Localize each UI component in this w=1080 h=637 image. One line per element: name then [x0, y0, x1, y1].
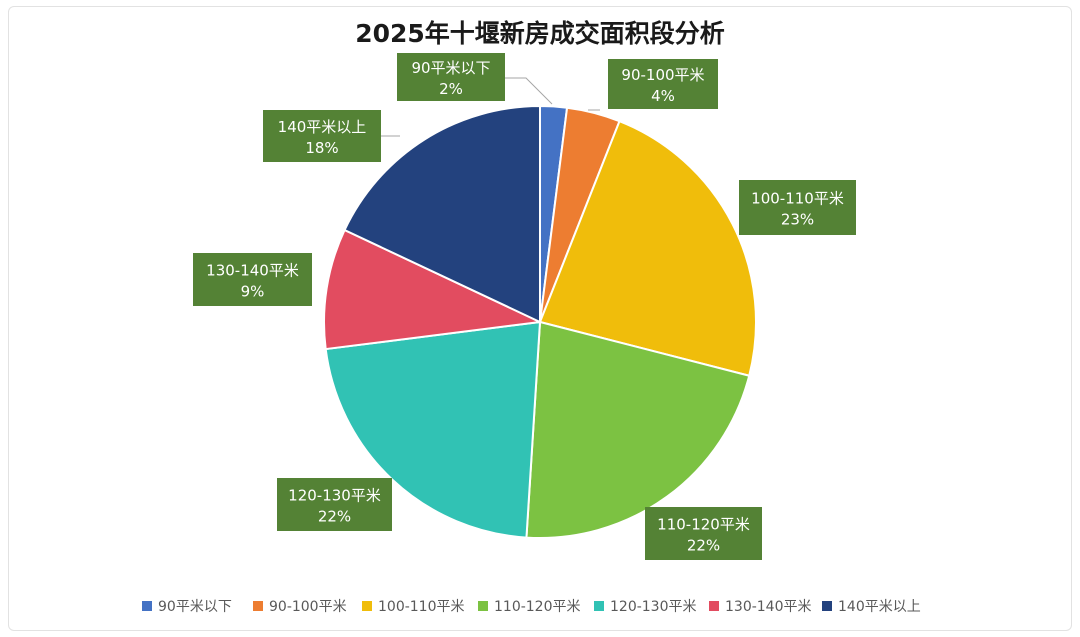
chart-title: 2025年十堰新房成交面积段分析 [355, 19, 725, 48]
data-label-value: 2% [439, 80, 463, 98]
data-label-category: 120-130平米 [288, 487, 381, 505]
legend-item-5[interactable]: 120-130平米 [594, 599, 697, 615]
legend-item-1[interactable]: 90平米以下 [142, 599, 232, 615]
legend-label: 90平米以下 [158, 599, 232, 615]
data-label-category: 130-140平米 [206, 262, 299, 280]
data-label-1: 90平米以下 2% [397, 53, 505, 101]
data-label-5: 120-130平米 22% [277, 478, 392, 531]
legend-item-7[interactable]: 140平米以上 [822, 599, 921, 615]
legend-swatch [253, 601, 263, 611]
pie-slice-3[interactable] [538, 119, 757, 377]
data-label-category: 100-110平米 [751, 190, 844, 208]
pie-slice-5[interactable] [324, 320, 542, 539]
data-label-box [739, 180, 856, 235]
data-label-value: 22% [687, 537, 720, 555]
data-label-box [608, 59, 718, 109]
data-label-7: 140平米以上 18% [263, 110, 381, 162]
legend-swatch [822, 601, 832, 611]
data-label-box [263, 110, 381, 162]
data-label-category: 90平米以下 [411, 59, 490, 77]
data-label-value: 22% [318, 508, 351, 526]
legend-swatch [362, 601, 372, 611]
data-label-category: 140平米以上 [278, 118, 367, 136]
data-label-category: 110-120平米 [657, 516, 750, 534]
leader-line-1 [505, 77, 553, 105]
data-label-4: 110-120平米 22% [645, 507, 762, 560]
data-label-category: 90-100平米 [621, 66, 704, 84]
data-label-3: 100-110平米 23% [739, 180, 856, 235]
data-label-box [277, 478, 392, 531]
legend-item-3[interactable]: 100-110平米 [362, 599, 465, 615]
data-label-box [397, 53, 505, 101]
data-label-value: 9% [241, 283, 265, 301]
legend: 90平米以下 90-100平米 100-110平米 110-120平米 120-130平… [142, 599, 921, 615]
legend-item-2[interactable]: 90-100平米 [253, 599, 347, 615]
legend-item-6[interactable]: 130-140平米 [709, 599, 812, 615]
data-label-box [645, 507, 762, 560]
data-label-box [193, 253, 312, 306]
legend-label: 130-140平米 [725, 599, 812, 615]
pie-slice-7[interactable] [343, 104, 541, 324]
legend-swatch [478, 601, 488, 611]
data-label-value: 18% [305, 139, 338, 157]
pie-slice-4[interactable] [525, 320, 751, 539]
legend-swatch [709, 601, 719, 611]
legend-label: 100-110平米 [378, 599, 465, 615]
legend-swatch [142, 601, 152, 611]
legend-label: 120-130平米 [610, 599, 697, 615]
data-label-2: 90-100平米 4% [608, 59, 718, 109]
legend-label: 140平米以上 [838, 599, 921, 615]
legend-item-4[interactable]: 110-120平米 [478, 599, 581, 615]
legend-label: 110-120平米 [494, 599, 581, 615]
legend-label: 90-100平米 [269, 599, 347, 615]
data-label-value: 4% [651, 87, 675, 105]
pie-slice-6[interactable] [323, 228, 544, 351]
legend-swatch [594, 601, 604, 611]
data-label-6: 130-140平米 9% [193, 253, 312, 306]
data-label-value: 23% [781, 211, 814, 229]
